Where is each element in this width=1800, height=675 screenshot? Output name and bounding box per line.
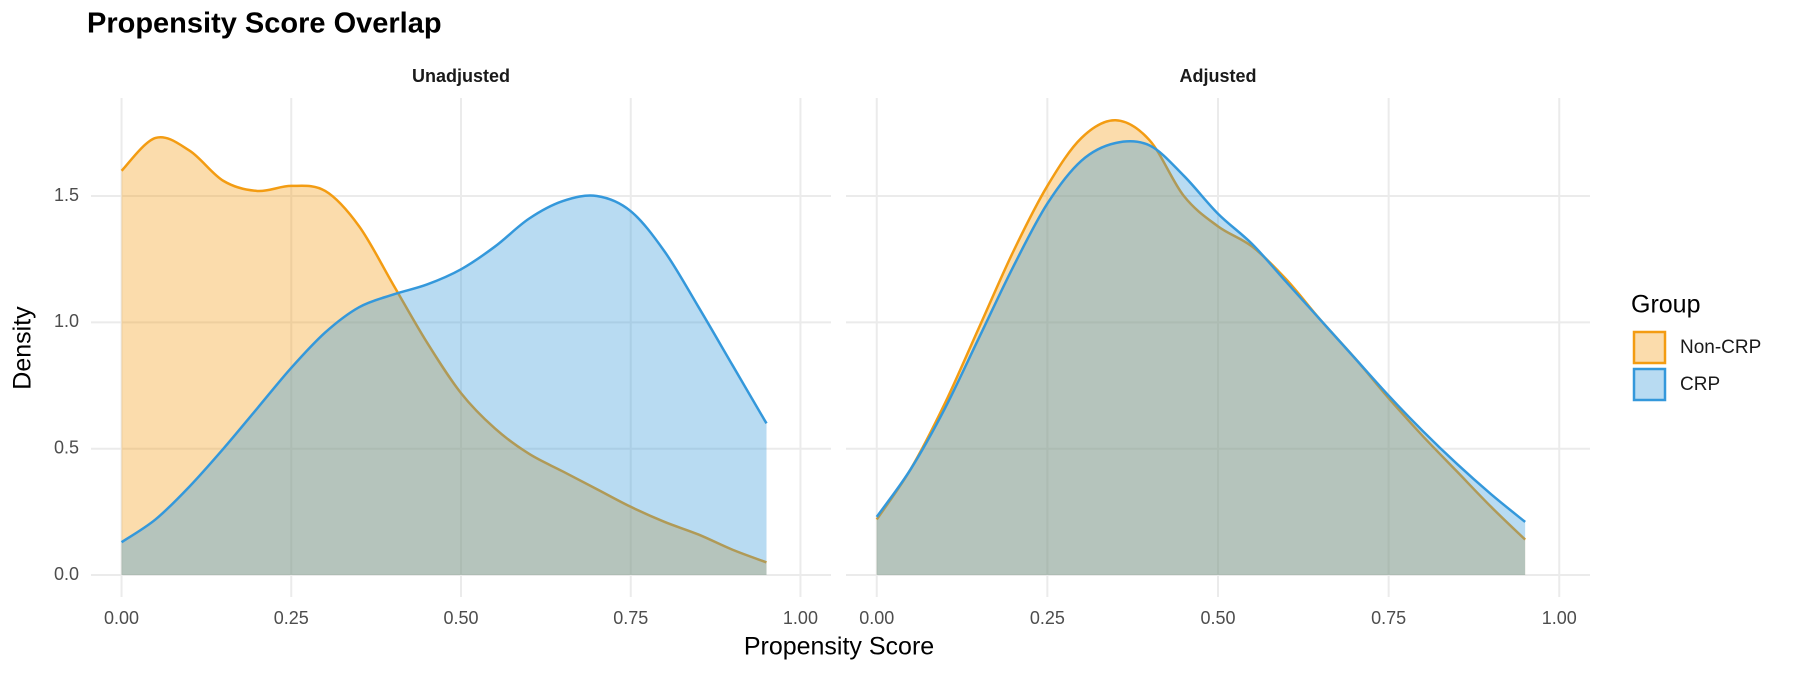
y-tick-label: 1.5 bbox=[54, 185, 79, 205]
legend-label: CRP bbox=[1680, 374, 1720, 395]
x-tick-label: 0.75 bbox=[1371, 608, 1406, 628]
legend-title: Group bbox=[1631, 291, 1700, 319]
area-fill bbox=[121, 195, 767, 576]
facet-title: Adjusted bbox=[1179, 66, 1256, 86]
chart-title: Propensity Score Overlap bbox=[87, 8, 442, 40]
density-line bbox=[120, 194, 768, 544]
density-line bbox=[875, 118, 1527, 541]
x-tick-label: 0.25 bbox=[1030, 608, 1065, 628]
legend-label: Non-CRP bbox=[1680, 337, 1761, 358]
x-tick-label: 0.75 bbox=[613, 608, 648, 628]
area-fill bbox=[876, 141, 1526, 576]
legend-key bbox=[1632, 367, 1667, 402]
x-tick-label: 0.00 bbox=[859, 608, 894, 628]
x-tick-label: 0.25 bbox=[274, 608, 309, 628]
x-tick-label: 1.00 bbox=[783, 608, 818, 628]
facet-title: Unadjusted bbox=[412, 66, 510, 86]
x-tick-label: 1.00 bbox=[1542, 608, 1577, 628]
y-tick-label: 1.0 bbox=[54, 311, 79, 331]
density-line bbox=[120, 135, 767, 564]
y-tick-label: 0.5 bbox=[54, 437, 79, 457]
y-axis-label: Density bbox=[9, 306, 37, 390]
area-fill bbox=[876, 120, 1526, 576]
density-line bbox=[875, 139, 1526, 523]
x-tick-label: 0.50 bbox=[443, 608, 478, 628]
x-tick-label: 0.50 bbox=[1200, 608, 1235, 628]
y-tick-label: 0.0 bbox=[54, 564, 79, 584]
legend-key bbox=[1632, 330, 1667, 365]
area-fill bbox=[121, 137, 767, 576]
x-tick-label: 0.00 bbox=[104, 608, 139, 628]
x-axis-label: Propensity Score bbox=[744, 633, 934, 661]
